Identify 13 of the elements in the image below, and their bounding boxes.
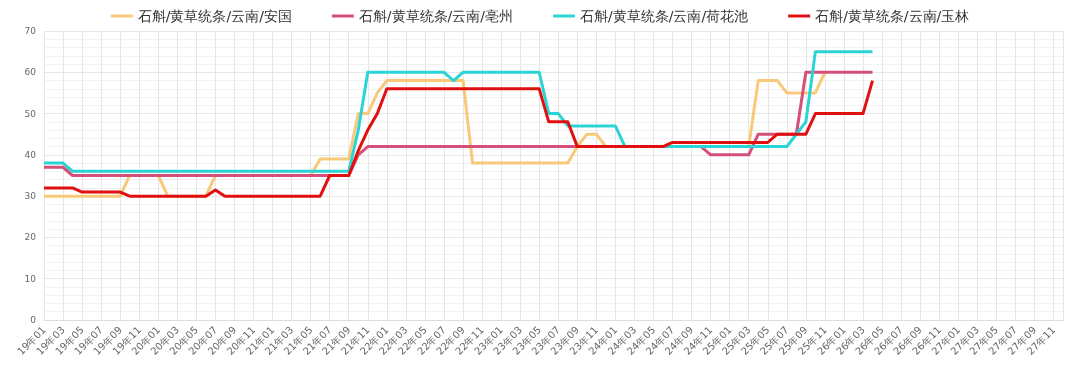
y-tick-label: 0	[30, 315, 37, 325]
y-tick-label: 50	[24, 108, 37, 119]
y-tick-label: 40	[24, 149, 37, 160]
y-tick-label: 30	[24, 191, 37, 202]
line-series	[42, 50, 875, 173]
legend-label: 石斛/黄草统条/云南/安国	[137, 8, 292, 24]
y-tick-label: 10	[24, 273, 37, 284]
y-tick-label: 70	[24, 26, 37, 36]
legend-label: 石斛/黄草统条/云南/荷花池	[580, 8, 749, 24]
legend-label: 石斛/黄草统条/云南/亳州	[358, 8, 514, 24]
y-tick-label: 20	[24, 232, 37, 243]
legend-label: 石斛/黄草统条/云南/玉林	[815, 8, 970, 24]
y-tick-label: 60	[24, 67, 37, 78]
